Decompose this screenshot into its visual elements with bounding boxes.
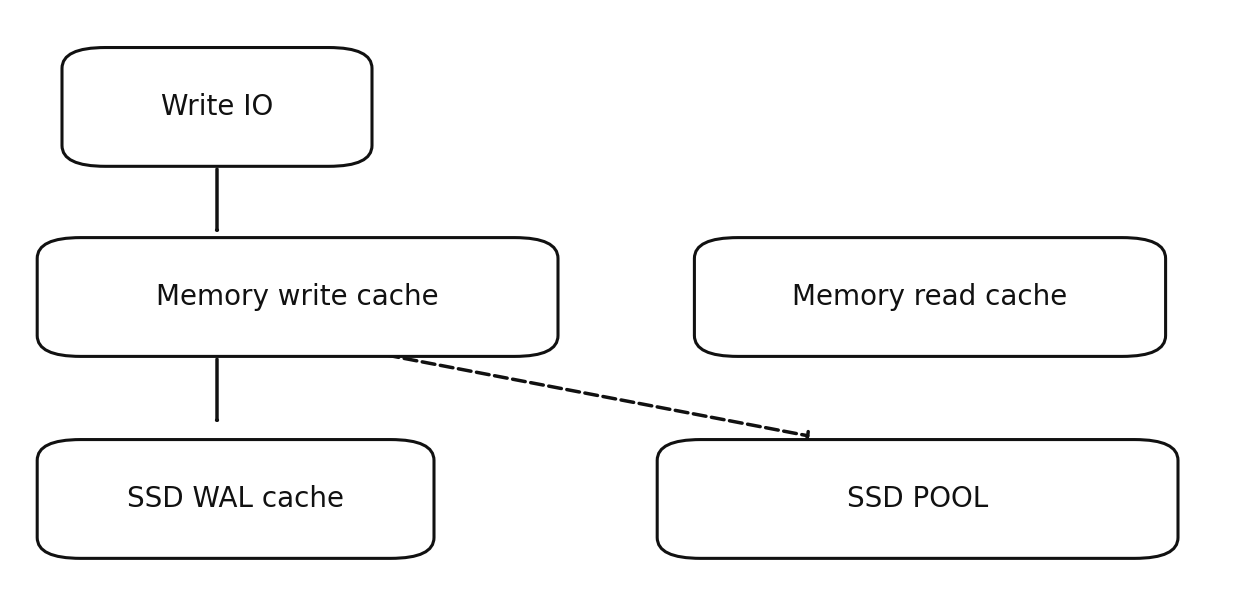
FancyBboxPatch shape: [657, 440, 1178, 558]
Text: Memory write cache: Memory write cache: [156, 283, 439, 311]
FancyBboxPatch shape: [37, 238, 558, 356]
Text: SSD WAL cache: SSD WAL cache: [126, 485, 345, 513]
FancyBboxPatch shape: [62, 48, 372, 166]
FancyBboxPatch shape: [694, 238, 1166, 356]
Text: Write IO: Write IO: [161, 93, 273, 121]
Text: Memory read cache: Memory read cache: [792, 283, 1068, 311]
Text: SSD POOL: SSD POOL: [847, 485, 988, 513]
FancyBboxPatch shape: [37, 440, 434, 558]
